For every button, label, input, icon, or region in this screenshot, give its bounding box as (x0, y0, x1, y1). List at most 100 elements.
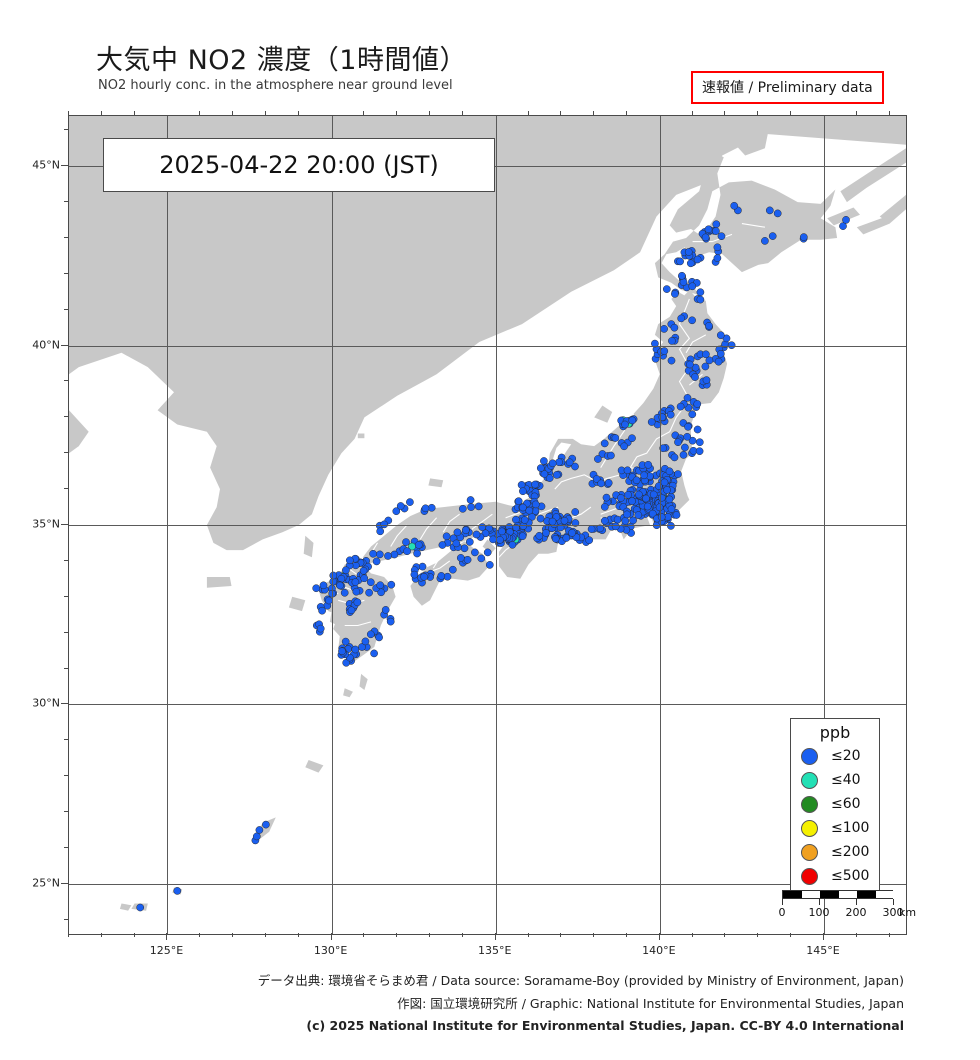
station-marker[interactable] (634, 490, 643, 499)
station-marker[interactable] (340, 588, 349, 597)
station-marker[interactable] (660, 347, 669, 355)
station-marker[interactable] (262, 820, 270, 829)
station-marker[interactable] (602, 493, 611, 502)
station-marker[interactable] (600, 439, 609, 448)
station-marker[interactable] (716, 331, 725, 340)
station-marker[interactable] (773, 209, 782, 218)
station-marker[interactable] (674, 438, 682, 447)
station-marker[interactable] (671, 290, 679, 298)
station-marker[interactable] (623, 466, 632, 475)
station-marker[interactable] (360, 574, 369, 583)
station-marker[interactable] (688, 282, 697, 291)
station-marker[interactable] (644, 460, 653, 469)
station-marker[interactable] (518, 532, 527, 541)
station-marker[interactable] (665, 495, 674, 504)
station-marker[interactable] (381, 606, 390, 614)
station-marker[interactable] (670, 453, 679, 462)
station-marker[interactable] (628, 497, 636, 505)
station-marker[interactable] (370, 649, 378, 658)
station-marker[interactable] (540, 457, 548, 465)
station-marker[interactable] (621, 517, 630, 525)
station-marker[interactable] (695, 438, 704, 447)
station-marker[interactable] (312, 584, 321, 593)
station-marker[interactable] (717, 232, 726, 241)
station-marker[interactable] (542, 529, 550, 537)
station-marker[interactable] (571, 519, 580, 527)
station-marker[interactable] (668, 337, 676, 345)
station-marker[interactable] (173, 887, 182, 895)
station-marker[interactable] (463, 555, 472, 564)
station-marker[interactable] (483, 548, 492, 557)
station-marker[interactable] (485, 561, 494, 569)
station-marker[interactable] (520, 516, 529, 524)
station-marker[interactable] (336, 581, 344, 590)
station-marker[interactable] (316, 624, 325, 633)
station-marker[interactable] (712, 220, 721, 229)
station-marker[interactable] (678, 271, 686, 280)
station-marker[interactable] (555, 458, 563, 467)
station-marker[interactable] (705, 321, 713, 330)
station-marker[interactable] (414, 541, 423, 549)
station-marker[interactable] (396, 502, 405, 510)
station-marker[interactable] (607, 451, 615, 460)
station-marker[interactable] (562, 534, 571, 542)
station-marker[interactable] (696, 295, 705, 304)
station-marker[interactable] (517, 481, 526, 489)
station-marker[interactable] (695, 447, 704, 456)
station-marker[interactable] (565, 458, 574, 467)
station-marker[interactable] (677, 314, 686, 323)
map-plot-area[interactable] (68, 115, 907, 935)
station-marker[interactable] (701, 233, 710, 242)
station-marker[interactable] (366, 578, 375, 587)
station-marker[interactable] (676, 257, 684, 266)
station-marker[interactable] (498, 527, 506, 536)
station-marker[interactable] (421, 504, 430, 513)
station-marker[interactable] (617, 494, 625, 502)
station-marker[interactable] (684, 422, 692, 431)
station-marker[interactable] (342, 566, 350, 575)
station-marker[interactable] (684, 248, 693, 256)
station-marker[interactable] (702, 350, 710, 359)
station-marker[interactable] (716, 349, 725, 358)
station-marker[interactable] (761, 237, 769, 245)
station-marker[interactable] (585, 536, 594, 545)
station-marker[interactable] (460, 544, 469, 553)
station-marker[interactable] (329, 571, 338, 580)
station-marker[interactable] (842, 216, 850, 224)
legend-row[interactable]: ≤100 (791, 816, 879, 840)
station-marker[interactable] (693, 425, 702, 434)
station-marker[interactable] (347, 606, 356, 615)
station-marker[interactable] (353, 598, 362, 607)
station-marker[interactable] (448, 565, 457, 574)
station-marker[interactable] (358, 643, 366, 651)
station-marker[interactable] (649, 490, 658, 499)
station-marker[interactable] (352, 587, 361, 596)
station-marker[interactable] (519, 503, 527, 512)
station-marker[interactable] (403, 547, 411, 556)
station-marker[interactable] (568, 529, 576, 537)
station-marker[interactable] (713, 254, 722, 262)
station-marker[interactable] (380, 520, 389, 529)
station-marker[interactable] (571, 508, 580, 516)
station-marker[interactable] (679, 278, 688, 286)
station-marker[interactable] (461, 526, 470, 535)
station-marker[interactable] (372, 557, 381, 566)
station-marker[interactable] (705, 356, 714, 365)
station-marker[interactable] (351, 578, 360, 586)
station-marker[interactable] (536, 464, 545, 472)
station-marker[interactable] (660, 478, 669, 487)
station-marker[interactable] (466, 496, 475, 504)
station-marker[interactable] (666, 410, 675, 419)
station-marker[interactable] (535, 531, 544, 540)
station-marker[interactable] (525, 506, 534, 515)
legend-row[interactable]: ≤20 (791, 744, 879, 768)
station-marker[interactable] (376, 527, 385, 536)
station-marker[interactable] (688, 316, 696, 325)
station-marker[interactable] (536, 514, 545, 523)
station-marker[interactable] (600, 503, 609, 511)
station-marker[interactable] (683, 394, 692, 402)
station-marker[interactable] (552, 471, 561, 479)
station-marker[interactable] (531, 480, 539, 489)
station-marker[interactable] (519, 487, 527, 496)
station-marker[interactable] (674, 470, 682, 478)
